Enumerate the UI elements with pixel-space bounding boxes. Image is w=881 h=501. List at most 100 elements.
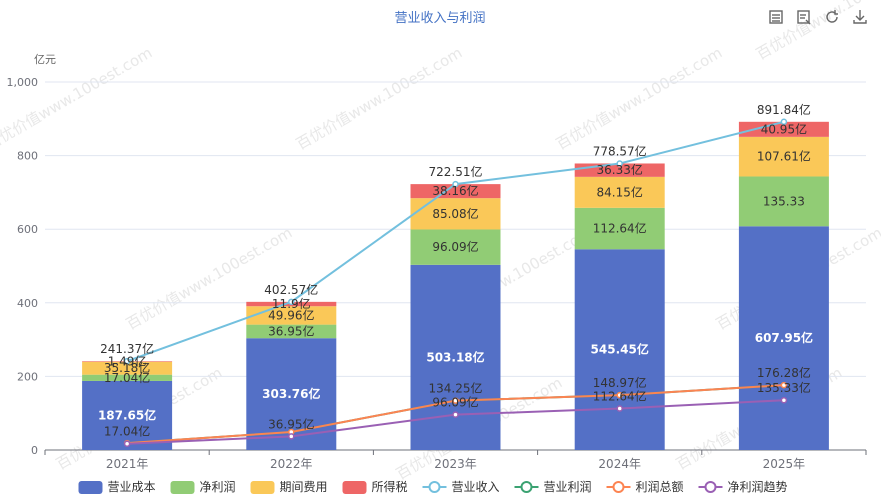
bar-segment: [82, 380, 173, 450]
legend-item: 期间费用: [250, 480, 328, 494]
lines: [123, 118, 788, 447]
bar-segment: [410, 229, 501, 265]
download-icon: [853, 10, 867, 24]
y-tick-label: 1,000: [7, 76, 39, 89]
series-point: [288, 298, 295, 306]
bar-label: 35.18亿: [104, 360, 150, 375]
y-axis-unit: 亿元: [34, 53, 56, 66]
line-label: 891.84亿: [757, 102, 811, 117]
bar-label: 107.61亿: [757, 149, 811, 164]
y-tick-label: 800: [17, 150, 38, 163]
bar-label: 607.95亿: [755, 330, 813, 345]
bar-label: 187.65亿: [98, 407, 156, 422]
legend-swatch-marker: [520, 481, 533, 493]
line-label: 722.51亿: [429, 164, 483, 179]
line-label: 36.95亿: [268, 416, 314, 431]
legend-item: 营业收入: [422, 480, 500, 494]
y-tick-label: 0: [31, 444, 38, 457]
legend-label: 营业收入: [452, 480, 500, 494]
series-point: [288, 433, 295, 440]
x-tick-label: 2024年: [598, 457, 641, 471]
legend-label: 期间费用: [280, 480, 328, 494]
data-view-button[interactable]: [765, 6, 787, 28]
line-label: 402.57亿: [264, 282, 318, 297]
legend-swatch: [78, 481, 103, 494]
watermark-text: 百优价值www.100est.com: [0, 44, 155, 154]
legend-item: 利润总额: [606, 480, 684, 494]
legend-swatch-marker: [428, 481, 441, 493]
series-point: [452, 180, 459, 188]
bar-label: 1.49亿: [108, 353, 147, 368]
series-point: [616, 405, 623, 412]
bar-label: 96.09亿: [432, 239, 478, 254]
legend-item: 净利润趋势: [698, 480, 788, 494]
bar-label: 85.08亿: [432, 206, 478, 221]
legend-item: 净利润: [170, 480, 236, 494]
y-tick-label: 200: [17, 370, 38, 383]
bar-segment: [574, 249, 665, 450]
series-point: [616, 391, 623, 399]
bar-label: 38.16亿: [432, 183, 478, 198]
bar-label: 84.15亿: [597, 184, 643, 199]
watermark-text: 百优价值www.100est.com: [553, 44, 725, 154]
legend: 营业成本 净利润 期间费用 所得税 营业收入 营业利润 利润总额 净利润趋势: [78, 479, 788, 494]
y-tick-label: 600: [17, 223, 38, 236]
bar-segment: [738, 136, 829, 177]
bar-segment: [574, 207, 665, 250]
bar-segment: [246, 324, 337, 339]
x-tick-label: 2022年: [270, 457, 313, 471]
restore-button[interactable]: [793, 6, 815, 28]
line-label: 148.97亿: [593, 375, 647, 390]
x-tick-label: 2025年: [763, 457, 806, 471]
line-label: 17.04亿: [104, 424, 150, 439]
bar-label: 112.64亿: [593, 221, 647, 236]
legend-label: 净利润趋势: [728, 480, 788, 494]
series-point: [452, 411, 459, 418]
line-label: 135.33亿: [757, 380, 811, 395]
series-point: [780, 118, 788, 126]
legend-label: 净利润: [200, 480, 236, 494]
bar-label: 303.76亿: [262, 386, 320, 401]
bar-segment: [410, 184, 501, 199]
series-point: [780, 396, 788, 404]
bar-label: 545.45亿: [591, 342, 649, 357]
data-view-icon: [769, 10, 783, 24]
bar-label: 503.18亿: [426, 349, 484, 364]
legend-label: 利润总额: [636, 480, 684, 494]
chart-title: 营业收入与利润: [394, 11, 485, 26]
legend-swatch: [342, 481, 367, 494]
legend-item: 营业利润: [514, 480, 592, 494]
axes: 0 200 400 600 800 1,000 2021年 2022年 2023年 2024年 20…: [7, 76, 867, 471]
legend-swatch: [170, 481, 195, 494]
bar-label: 40.95亿: [761, 121, 807, 136]
bar-label: 135.33: [763, 194, 805, 208]
legend-label: 所得税: [372, 479, 408, 494]
line-label: 241.37亿: [100, 341, 154, 356]
legend-item: 所得税: [342, 479, 408, 494]
bar-segment: [410, 198, 501, 230]
series-point: [616, 160, 623, 167]
watermark-text: 百优价值www.100est.com: [293, 44, 465, 154]
bar-segment: [574, 176, 665, 208]
line-label: 134.25亿: [429, 381, 483, 396]
download-button[interactable]: [849, 6, 871, 28]
line-label: 176.28亿: [757, 365, 811, 380]
series-point: [123, 357, 131, 365]
refresh-button[interactable]: [821, 6, 843, 28]
y-tick-label: 400: [17, 297, 38, 310]
bar-label: 17.04亿: [104, 370, 150, 385]
legend-label: 营业成本: [108, 480, 156, 494]
bar-label: 36.33亿: [597, 162, 643, 177]
legend-swatch-marker: [612, 481, 625, 493]
bar-segment: [82, 361, 173, 375]
series-point: [452, 397, 459, 404]
refresh-icon: [826, 10, 838, 23]
bar-label: 36.95亿: [268, 323, 314, 338]
legend-swatch: [250, 481, 275, 494]
bar-label: 49.96亿: [268, 307, 314, 322]
bar-segment: [738, 121, 829, 137]
series-point: [123, 440, 131, 447]
data-labels: 187.65亿 303.76亿 503.18亿 545.45亿 607.95亿 17.04…: [98, 102, 813, 439]
x-tick-label: 2021年: [106, 457, 149, 471]
